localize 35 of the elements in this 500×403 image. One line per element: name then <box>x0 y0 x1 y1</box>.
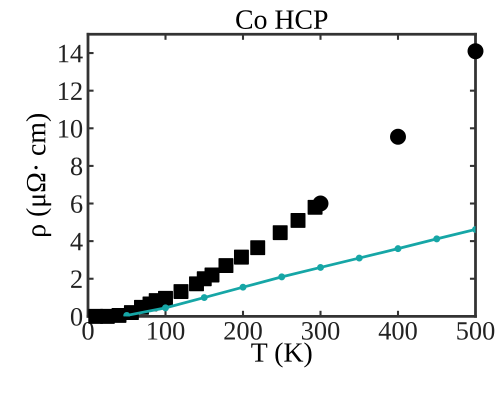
point <box>200 294 208 302</box>
point <box>312 196 328 212</box>
y-tick-label: 0 <box>70 308 82 326</box>
y-axis-title: ρ (μΩ· cm) <box>26 114 52 236</box>
point <box>390 128 406 145</box>
point <box>204 268 220 282</box>
x-axis-title: T (K) <box>251 342 312 368</box>
point <box>158 290 173 306</box>
point <box>394 245 402 252</box>
point <box>174 284 188 299</box>
y-tick-label: 12 <box>59 82 82 100</box>
y-tick-label: 14 <box>59 44 83 62</box>
y-tick-label: 2 <box>71 270 82 288</box>
x-tick-label: 200 <box>224 322 262 340</box>
point <box>433 235 440 242</box>
point <box>162 304 169 312</box>
x-tick-label: 500 <box>457 322 494 340</box>
x-tick-label: 400 <box>378 322 417 340</box>
point <box>250 240 266 256</box>
point <box>356 254 363 262</box>
x-tick-label: 300 <box>302 322 340 340</box>
y-tick-label: 8 <box>70 158 82 176</box>
y-tick-label: 6 <box>71 195 82 213</box>
point <box>290 212 306 228</box>
y-tick-label: 10 <box>59 120 82 138</box>
point <box>234 250 249 265</box>
point <box>240 284 246 291</box>
point <box>218 258 234 274</box>
point <box>278 273 286 280</box>
point <box>468 43 484 60</box>
x-tick-label: 100 <box>148 322 184 340</box>
point <box>317 264 324 271</box>
y-tick-label: 4 <box>70 232 83 250</box>
chart-title: Co HCP <box>236 10 328 29</box>
point <box>272 225 288 240</box>
